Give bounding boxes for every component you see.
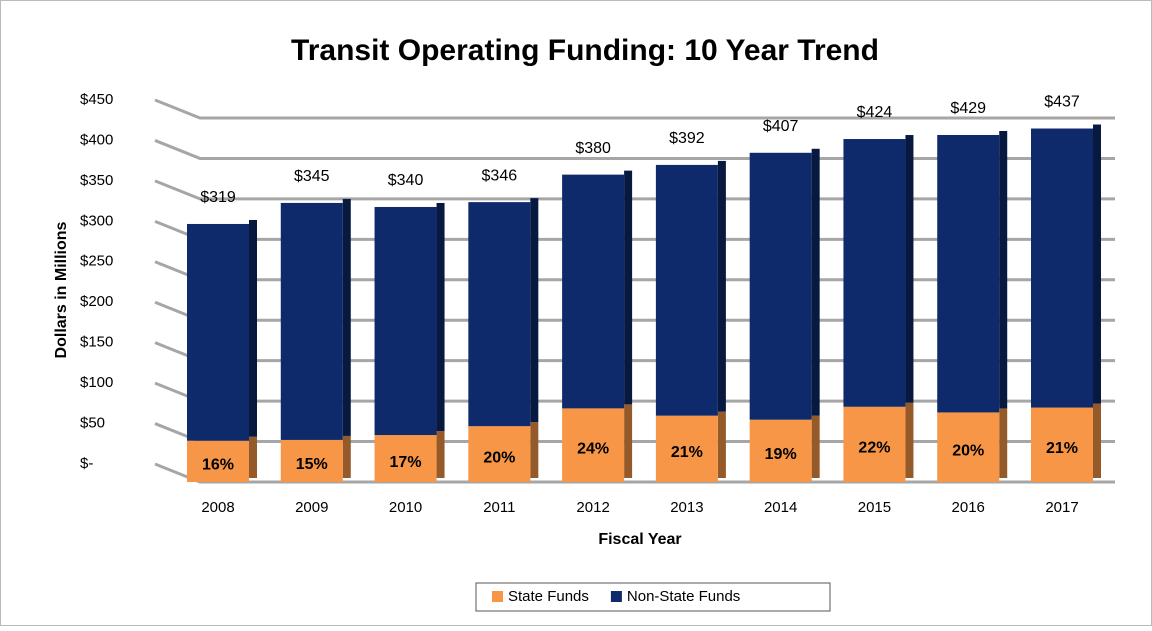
share-label: 20% [952,442,984,459]
bar-side [811,415,820,478]
y-tick-label: $250 [80,253,113,270]
bar-side [905,402,914,478]
total-label: $424 [857,104,893,121]
bar-side [249,436,257,478]
bar-side [624,170,633,405]
bar [1031,128,1093,408]
legend-swatch [492,591,503,602]
bar-side [530,198,539,423]
share-label: 20% [483,449,515,466]
grid-line [154,98,1115,120]
bar [937,134,1000,413]
bar-side [436,431,445,478]
x-tick-label: 2010 [389,499,422,516]
x-tick-label: 2014 [764,499,797,516]
share-label: 22% [858,440,890,457]
bar-side [342,435,351,478]
x-tick-label: 2013 [670,499,703,516]
bar-side [249,219,257,437]
share-label: 17% [390,454,422,471]
total-label: $429 [950,100,986,117]
bar-side [530,422,539,478]
share-label: 24% [577,440,609,457]
y-tick-label: $150 [80,334,113,351]
share-label: 16% [202,457,234,474]
share-label: 21% [671,444,703,461]
bar [187,223,249,441]
bar [749,419,812,482]
bar-side [905,135,914,403]
y-tick-label: $- [80,455,93,472]
bar [468,202,531,427]
bar-side [717,160,726,412]
total-label: $319 [200,189,236,206]
bar-side [1093,124,1101,404]
y-tick-label: $50 [80,415,105,432]
bar [280,439,343,482]
share-label: 15% [296,456,328,473]
x-axis-title: Fiscal Year [598,531,681,548]
total-label: $380 [575,140,611,157]
chart-title: Transit Operating Funding: 10 Year Trend [291,34,879,67]
bar [1031,407,1093,482]
total-label: $392 [669,130,705,147]
x-tick-label: 2008 [201,499,234,516]
bar-side [436,202,445,432]
bar [562,174,625,409]
bar [843,406,906,482]
x-tick-label: 2017 [1045,499,1078,516]
bar [468,426,531,482]
bar-side [999,408,1008,478]
x-tick-label: 2009 [295,499,328,516]
legend-label: State Funds [508,588,589,605]
bar-side [1093,403,1101,478]
bar [655,415,718,482]
bar [843,139,906,407]
x-tick-label: 2016 [952,499,985,516]
bar-side [624,404,633,478]
bar [655,164,718,416]
bar [937,412,1000,482]
y-tick-label: $350 [80,172,113,189]
total-label: $346 [482,167,518,184]
share-label: 19% [765,446,797,463]
total-label: $340 [388,172,424,189]
bar-side [717,411,726,478]
total-label: $407 [763,118,799,135]
bar [374,435,437,482]
bar-side [811,148,820,416]
y-tick-label: $450 [80,91,113,108]
x-tick-label: 2011 [483,499,515,516]
share-label: 21% [1046,440,1078,457]
y-axis-title: Dollars in Millions [53,221,70,358]
bar [749,152,812,420]
legend-box [475,582,831,612]
bar [562,408,625,482]
x-tick-label: 2015 [858,499,891,516]
legend-label: Non-State Funds [627,588,740,605]
total-label: $345 [294,168,330,185]
x-tick-label: 2012 [576,499,609,516]
total-label: $437 [1044,94,1080,111]
bar-side [999,130,1008,409]
y-tick-label: $300 [80,212,113,229]
bar [280,202,343,440]
bar [374,206,437,436]
legend-swatch [610,591,622,602]
y-tick-label: $100 [80,374,113,391]
bar [187,440,249,482]
y-tick-label: $400 [80,131,113,148]
y-tick-label: $200 [80,293,113,310]
bar-side [342,198,351,436]
